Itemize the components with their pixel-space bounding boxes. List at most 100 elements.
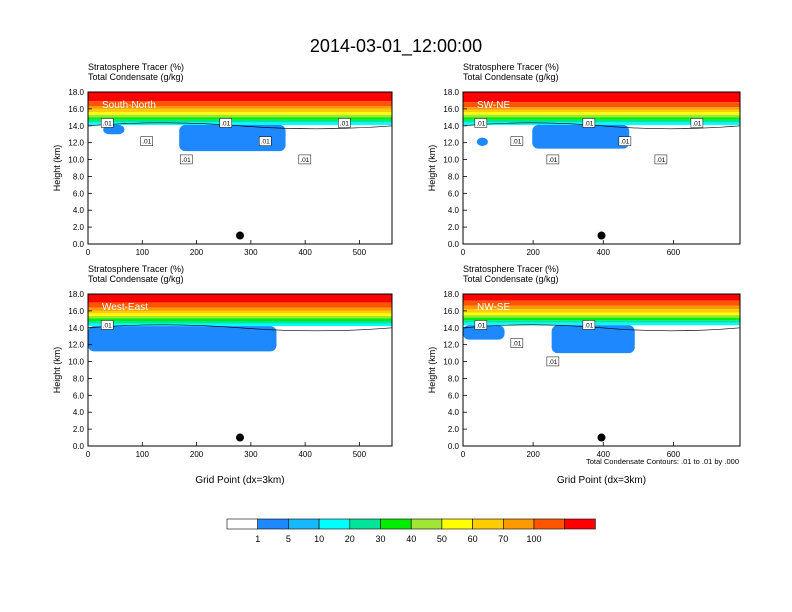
x-tick-label: 500 <box>353 450 367 459</box>
colorbar-label: 10 <box>314 534 324 544</box>
y-tick-label: 8.0 <box>73 374 85 383</box>
colorbar-label: 1 <box>255 534 260 544</box>
x-tick-label: 600 <box>667 248 681 257</box>
tracer-band <box>88 106 392 109</box>
tracer-band <box>463 320 740 323</box>
y-tick-label: 12.0 <box>443 341 459 350</box>
y-tick-label: 12.0 <box>68 139 84 148</box>
condensate-contour <box>87 122 393 130</box>
colorbar-label: 40 <box>406 534 416 544</box>
tracer-band <box>463 107 740 110</box>
location-marker <box>597 231 606 240</box>
y-tick-label: 16.0 <box>443 105 459 114</box>
contour-label-box <box>298 154 312 165</box>
y-tick-label: 18.0 <box>68 290 84 299</box>
colorbar-cell <box>257 518 289 530</box>
tracer-band <box>463 109 740 113</box>
y-tick-label: 4.0 <box>73 206 85 215</box>
tracer-band <box>88 313 392 316</box>
y-tick-label: 8.0 <box>448 374 460 383</box>
y-tick-label: 0.0 <box>73 240 85 249</box>
y-tick-label: 4.0 <box>448 408 460 417</box>
x-tick-label: 600 <box>667 450 681 459</box>
y-axis-label: Height (km) <box>52 145 62 192</box>
x-tick-label: 0 <box>461 450 466 459</box>
y-tick-label: 16.0 <box>68 105 84 114</box>
contour-label: .01 <box>620 139 629 146</box>
y-tick-label: 10.0 <box>68 358 84 367</box>
tracer-band <box>463 315 740 318</box>
x-axis-label: Grid Point (dx=3km) <box>557 475 646 486</box>
contour-label-box <box>140 136 153 146</box>
location-marker <box>236 231 244 240</box>
plot-frame <box>87 91 393 245</box>
tracer-band <box>463 317 740 321</box>
y-axis-label: Height (km) <box>52 347 62 394</box>
x-tick-label: 400 <box>597 248 611 257</box>
tracer-band <box>463 312 740 316</box>
colorbar-cell <box>410 518 443 530</box>
y-tick-label: 2.0 <box>73 425 85 434</box>
tracer-band <box>88 307 392 311</box>
tracer-cloud-patch <box>463 325 505 340</box>
tracer-band <box>88 323 392 327</box>
tracer-band <box>88 122 392 125</box>
contour-label-box <box>546 356 560 367</box>
tracer-band <box>88 117 392 120</box>
contour-label-box <box>219 118 233 128</box>
chart-panel-3: Stratosphere Tracer (%)Total Condensate … <box>52 264 393 486</box>
tracer-band <box>463 114 740 118</box>
colorbar: 1 5 10 20 30 40 50 60 70 100 <box>226 518 596 544</box>
y-tick-label: 10.0 <box>443 156 459 165</box>
tracer-band <box>463 119 740 123</box>
contour-label: .01 <box>142 139 151 146</box>
y-tick-label: 14.0 <box>68 122 84 131</box>
colorbar-cell <box>318 518 351 530</box>
tracer-band <box>463 305 740 310</box>
contour-label: .01 <box>584 120 593 127</box>
x-tick-label: 0 <box>86 450 91 459</box>
y-tick-label: 18.0 <box>443 290 459 299</box>
colorbar-cell <box>533 518 566 530</box>
contour-label-box <box>582 118 596 128</box>
tracer-band <box>88 108 392 113</box>
contour-label-box <box>100 118 114 128</box>
colorbar-label: 20 <box>345 534 355 544</box>
panel-title-line: Stratosphere Tracer (%) <box>463 264 559 274</box>
tracer-band <box>463 112 740 115</box>
colorbar-cell <box>441 518 473 530</box>
tracer-band <box>88 119 392 123</box>
condensate-contour <box>87 324 393 332</box>
contour-label: .01 <box>512 139 521 146</box>
y-tick-label: 16.0 <box>68 307 84 316</box>
tracer-band <box>88 321 392 324</box>
contour-label-box <box>510 338 524 348</box>
x-tick-label: 0 <box>86 248 91 257</box>
y-tick-label: 6.0 <box>448 189 460 198</box>
contour-label: .01 <box>548 157 557 164</box>
tracer-band <box>88 101 392 107</box>
y-axis-label: Height (km) <box>427 347 437 394</box>
chart-panel-4: Stratosphere Tracer (%)Total Condensate … <box>427 264 741 486</box>
y-tick-label: 18.0 <box>68 88 84 97</box>
x-tick-label: 400 <box>597 450 611 459</box>
contour-label: .01 <box>221 120 230 127</box>
tracer-cloud-patch <box>476 137 488 147</box>
panel-title-line: Stratosphere Tracer (%) <box>88 264 184 274</box>
x-tick-label: 200 <box>526 450 540 459</box>
plot-frame <box>87 293 393 447</box>
x-tick-label: 200 <box>190 450 204 459</box>
y-tick-label: 12.0 <box>443 139 459 148</box>
contour-label: .01 <box>300 157 309 164</box>
contour-label-box <box>474 118 488 128</box>
contour-label-box <box>510 136 524 146</box>
y-tick-label: 14.0 <box>68 324 84 333</box>
contour-label: .01 <box>340 120 349 127</box>
y-tick-label: 0.0 <box>448 442 460 451</box>
tracer-band <box>88 114 392 118</box>
x-tick-label: 100 <box>136 450 150 459</box>
y-tick-label: 4.0 <box>73 408 85 417</box>
tracer-band <box>463 92 740 103</box>
y-tick-label: 2.0 <box>73 223 85 232</box>
